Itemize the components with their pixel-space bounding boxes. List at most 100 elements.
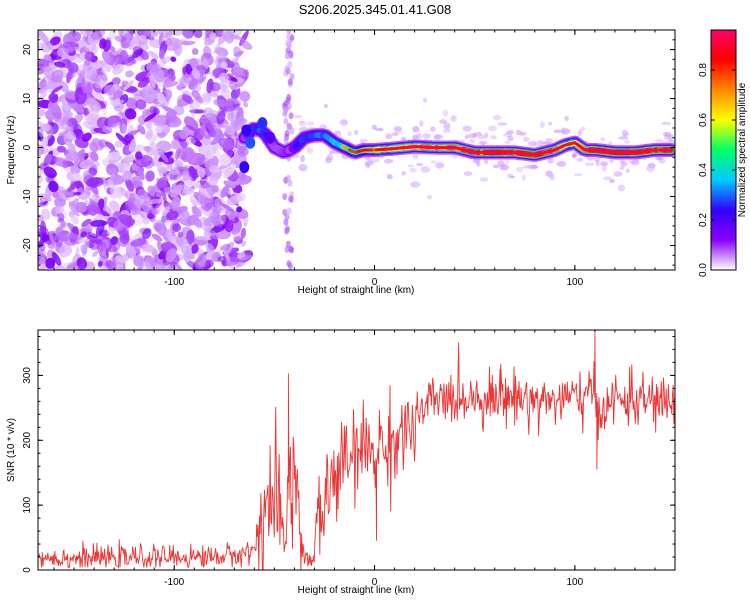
spectrogram-noise-blob — [189, 103, 196, 119]
colorbar-tick-label: 0.6 — [698, 113, 709, 127]
spectrogram-noise-blob — [631, 159, 640, 166]
spectrogram-noise-blob — [112, 64, 124, 75]
spectrogram-noise-blob — [197, 185, 211, 199]
spectrogram-noise-blob — [497, 122, 508, 126]
spectrogram-noise-blob — [487, 125, 497, 132]
snr-xtick-label: 100 — [566, 577, 583, 588]
spectrogram-noise-blob — [134, 151, 143, 160]
spectrogram-noise-blob — [546, 171, 554, 179]
spectrogram-noise-blob — [462, 125, 472, 132]
spectrogram-noise-blob — [105, 163, 119, 176]
colorbar-ticks: 0.0 0.2 0.4 0.6 0.8 — [698, 63, 736, 277]
spectrogram-noise-blob — [195, 236, 212, 241]
spectrogram-noise-blob — [325, 156, 332, 164]
spectrogram-noise-blob — [213, 119, 222, 134]
page-title: S206.2025.345.01.41.G08 — [298, 2, 452, 17]
spectrogram-noise-blob — [67, 62, 79, 73]
spectrogram-noise-blob — [282, 105, 288, 113]
spectrogram-noise-blob — [190, 30, 203, 39]
spectrogram-noise-blob — [112, 210, 121, 220]
spectrogram-noise-blob — [72, 104, 85, 114]
spectrogram-noise-blob — [111, 77, 121, 86]
snr-ylabel: SNR (10 * v/v) — [6, 418, 17, 482]
spectrogram-noise-blob — [44, 125, 51, 132]
spectrogram-noise-blob — [542, 141, 551, 145]
spectrogram-noise-blob — [148, 50, 159, 60]
spectrogram-noise-blob — [53, 61, 66, 68]
spectrogram-noise-blob — [492, 114, 502, 121]
spectrogram-noise-blob — [539, 121, 545, 128]
spectrogram-noise-blob — [609, 179, 615, 184]
spectrogram-noise-blob — [40, 220, 47, 237]
spectrogram-noise-blob — [515, 166, 524, 173]
snr-ytick-label: 100 — [22, 496, 33, 513]
colorbar: 0.0 0.2 0.4 0.6 0.8 Normalized spectral ampl… — [698, 29, 748, 277]
spectrogram-noise-blob — [130, 238, 146, 247]
colorbar-tick-label: 0.8 — [698, 63, 709, 77]
snr-ytick-label: 0 — [22, 567, 33, 573]
spectrogram-noise-blob — [479, 177, 489, 182]
spectrogram-noise-blob — [286, 93, 292, 101]
spectrogram-noise-blob — [220, 61, 228, 69]
spectrogram-noise-blob — [47, 101, 59, 114]
spectrogram-noise-blob — [185, 146, 198, 164]
spectrogram-noise-blob — [237, 251, 246, 259]
spectrogram-noise-blob — [69, 226, 79, 244]
spectrogram-noise-blob — [59, 80, 69, 94]
spectrogram-noise-blob — [284, 129, 290, 137]
spectrogram-noise-blob — [284, 227, 289, 235]
spectrogram-noise-blob — [409, 167, 417, 173]
spectrogram-noise-blob — [82, 60, 93, 72]
spectrogram-noise-blob — [80, 244, 88, 255]
spectrogram-noise-blob — [170, 184, 183, 198]
spectrogram-noise-blob — [179, 130, 188, 140]
spectrogram-noise-blob — [156, 176, 169, 191]
spectrogram-track-blob — [239, 161, 250, 174]
spectrogram-noise-blob — [132, 46, 143, 56]
spectrogram-noise-blob — [163, 69, 170, 78]
snr-xtick-label: 0 — [372, 577, 378, 588]
spectrogram-noise-blob — [165, 229, 173, 238]
spectrogram-noise-blob — [204, 259, 214, 268]
spectrogram-noise-blob — [223, 100, 236, 112]
spectrogram-noise-blob — [412, 152, 419, 160]
spectrogram-noise-blob — [109, 200, 120, 212]
spectrogram-noise-blob — [191, 206, 202, 217]
snr-ytick-label: 200 — [22, 431, 33, 448]
spectrogram-noise-blob — [156, 122, 171, 139]
spectrogram-noise-blob — [180, 245, 193, 260]
spectrogram-noise-blob — [79, 159, 94, 170]
spectrogram-xtick-label: -100 — [164, 277, 184, 288]
spectrogram-noise-blob — [116, 265, 125, 270]
spectrogram-noise-blob — [197, 192, 206, 206]
spectrogram-noise-blob — [163, 186, 173, 196]
spectrogram-noise-blob — [416, 162, 424, 167]
spectrogram-noise-blob — [287, 78, 293, 86]
snr-frame — [37, 329, 676, 571]
spectrogram-noise-blob — [556, 161, 567, 167]
spectrogram-noise-blob — [92, 61, 101, 70]
spectrogram-noise-blob — [595, 159, 600, 167]
spectrogram-noise-blob — [78, 263, 86, 270]
spectrogram-noise-blob — [232, 65, 246, 77]
spectrogram-noise-blob — [564, 115, 569, 121]
spectrogram-noise-blob — [106, 116, 117, 127]
spectrogram-noise-blob — [401, 136, 407, 141]
spectrogram-noise-blob — [55, 205, 64, 215]
spectrogram-noise-blob — [178, 205, 188, 213]
spectrogram-noise-blob — [213, 98, 227, 107]
spectrogram-noise-blob — [584, 162, 595, 166]
spectrogram-noise-blob — [154, 222, 168, 237]
spectrogram-noise-blob — [138, 40, 149, 51]
spectrogram-noise-blob — [88, 198, 100, 213]
spectrogram-noise-blob — [184, 116, 199, 131]
spectrogram-noise-blob — [655, 156, 662, 161]
spectrogram-noise-blob — [80, 231, 88, 238]
spectrogram-xtick-label: 0 — [372, 277, 378, 288]
spectrogram-noise-blob — [137, 77, 151, 88]
spectrogram-noise-blob — [223, 249, 231, 264]
spectrogram-noise-blob — [383, 158, 394, 164]
spectrogram-noise-blob — [386, 174, 393, 180]
snr-line-group — [38, 333, 675, 570]
spectrogram-noise-blob — [43, 166, 57, 179]
